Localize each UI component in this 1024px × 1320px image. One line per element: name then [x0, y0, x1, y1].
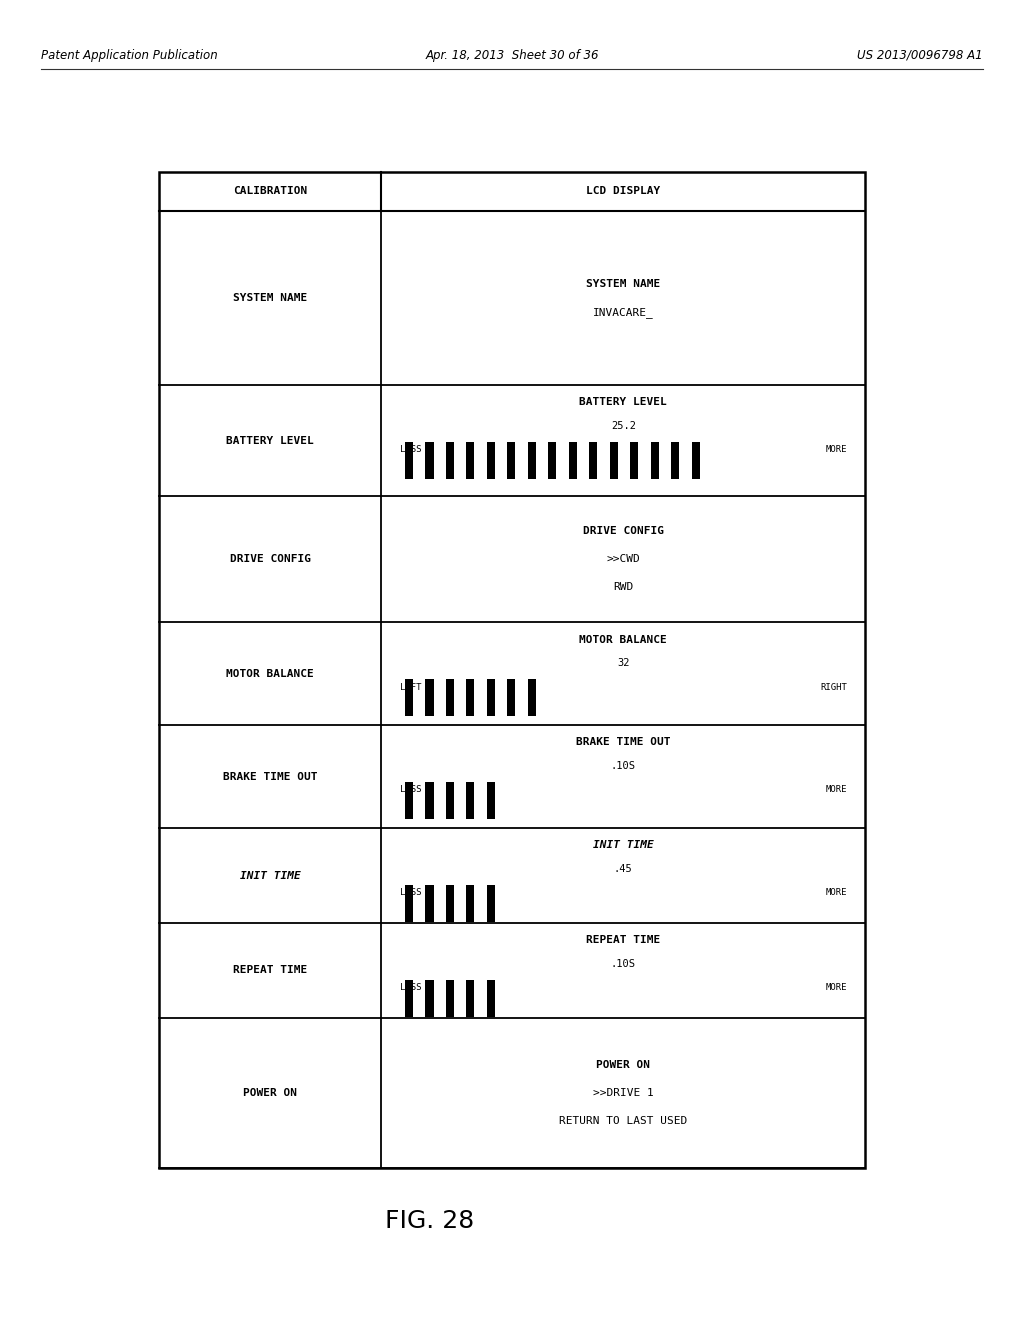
Bar: [466, 884, 474, 921]
Bar: [466, 781, 474, 818]
Bar: [404, 781, 413, 818]
Bar: [425, 884, 433, 921]
Text: INIT TIME: INIT TIME: [593, 841, 653, 850]
Text: REPEAT TIME: REPEAT TIME: [586, 935, 660, 945]
Text: US 2013/0096798 A1: US 2013/0096798 A1: [857, 49, 983, 62]
Text: >>CWD: >>CWD: [606, 554, 640, 564]
Text: Patent Application Publication: Patent Application Publication: [41, 49, 218, 62]
Text: .45: .45: [614, 865, 633, 874]
Bar: [486, 781, 495, 818]
Text: BRAKE TIME OUT: BRAKE TIME OUT: [223, 772, 317, 781]
Text: INVACARE_: INVACARE_: [593, 306, 653, 318]
Text: 25.2: 25.2: [610, 421, 636, 432]
Text: BRAKE TIME OUT: BRAKE TIME OUT: [577, 738, 671, 747]
Text: MORE: MORE: [825, 785, 847, 795]
Text: POWER ON: POWER ON: [596, 1060, 650, 1071]
Text: BATTERY LEVEL: BATTERY LEVEL: [580, 397, 668, 408]
Text: MORE: MORE: [825, 445, 847, 454]
Text: DRIVE CONFIG: DRIVE CONFIG: [583, 527, 664, 536]
Text: LESS: LESS: [399, 888, 421, 898]
Bar: [486, 680, 495, 717]
Bar: [527, 680, 536, 717]
Bar: [691, 442, 699, 479]
Text: RIGHT: RIGHT: [820, 682, 847, 692]
Text: 32: 32: [617, 659, 630, 668]
Text: Apr. 18, 2013  Sheet 30 of 36: Apr. 18, 2013 Sheet 30 of 36: [425, 49, 599, 62]
Bar: [425, 781, 433, 818]
Text: RETURN TO LAST USED: RETURN TO LAST USED: [559, 1115, 687, 1126]
Text: MOTOR BALANCE: MOTOR BALANCE: [226, 669, 314, 678]
Bar: [425, 680, 433, 717]
Text: MOTOR BALANCE: MOTOR BALANCE: [580, 635, 668, 644]
Bar: [589, 442, 597, 479]
Text: REPEAT TIME: REPEAT TIME: [232, 965, 307, 975]
Bar: [425, 442, 433, 479]
Bar: [650, 442, 658, 479]
Text: MORE: MORE: [825, 983, 847, 993]
Text: BATTERY LEVEL: BATTERY LEVEL: [226, 436, 314, 446]
Text: MORE: MORE: [825, 888, 847, 898]
Text: CALIBRATION: CALIBRATION: [232, 186, 307, 197]
Bar: [486, 442, 495, 479]
Text: SYSTEM NAME: SYSTEM NAME: [232, 293, 307, 304]
Text: .10S: .10S: [610, 762, 636, 771]
Bar: [486, 979, 495, 1016]
Text: LESS: LESS: [399, 785, 421, 795]
Text: >>DRIVE 1: >>DRIVE 1: [593, 1088, 653, 1098]
Text: RWD: RWD: [613, 582, 634, 591]
Bar: [404, 979, 413, 1016]
Bar: [671, 442, 679, 479]
Bar: [609, 442, 617, 479]
Bar: [404, 884, 413, 921]
Text: LEFT: LEFT: [399, 682, 421, 692]
Text: POWER ON: POWER ON: [243, 1088, 297, 1098]
Bar: [548, 442, 556, 479]
Bar: [507, 442, 515, 479]
Bar: [445, 442, 454, 479]
Text: DRIVE CONFIG: DRIVE CONFIG: [229, 554, 310, 564]
Bar: [466, 979, 474, 1016]
Text: LESS: LESS: [399, 445, 421, 454]
Text: FIG. 28: FIG. 28: [385, 1209, 475, 1233]
Bar: [425, 979, 433, 1016]
Bar: [445, 781, 454, 818]
Bar: [630, 442, 638, 479]
Bar: [445, 884, 454, 921]
Bar: [507, 680, 515, 717]
Bar: [445, 680, 454, 717]
Bar: [568, 442, 577, 479]
Bar: [466, 442, 474, 479]
Text: .10S: .10S: [610, 958, 636, 969]
Text: SYSTEM NAME: SYSTEM NAME: [586, 280, 660, 289]
Bar: [404, 442, 413, 479]
Bar: [486, 884, 495, 921]
Text: INIT TIME: INIT TIME: [240, 871, 300, 880]
Bar: [527, 442, 536, 479]
Text: LCD DISPLAY: LCD DISPLAY: [586, 186, 660, 197]
Bar: [404, 680, 413, 717]
Text: LESS: LESS: [399, 983, 421, 993]
Bar: [159, 172, 865, 1168]
Bar: [466, 680, 474, 717]
Bar: [445, 979, 454, 1016]
